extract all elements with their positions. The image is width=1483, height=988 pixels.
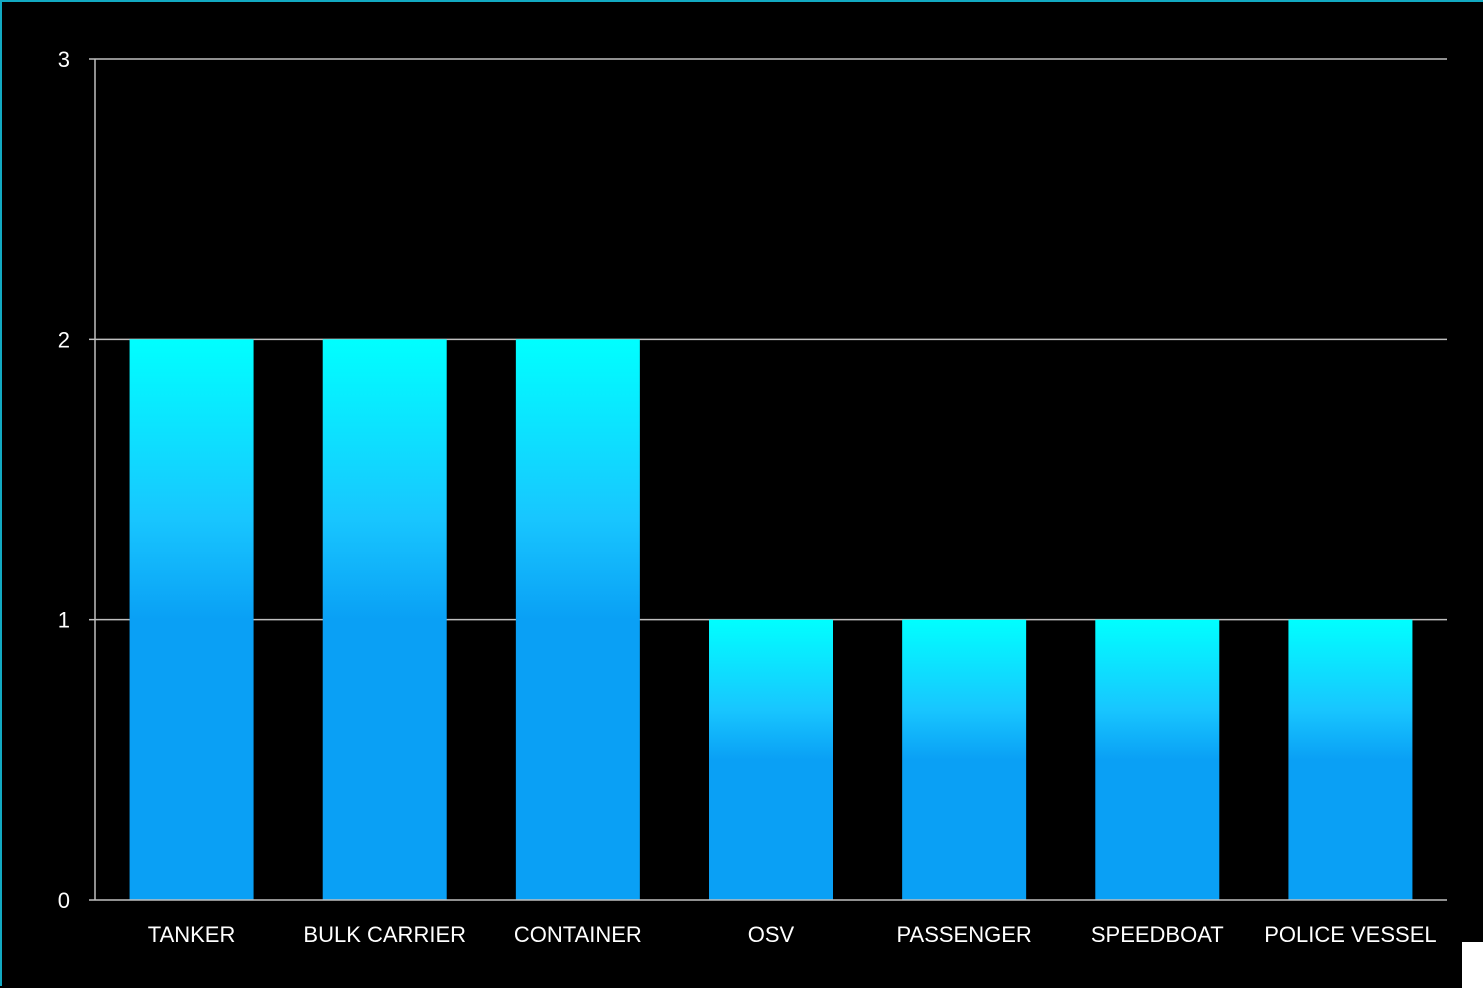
x-tick-label: BULK CARRIER <box>303 922 466 947</box>
corner-patch <box>1462 942 1483 988</box>
x-tick-label: PASSENGER <box>896 922 1031 947</box>
x-tick-labels: TANKER BULK CARRIER CONTAINER OSV PASSENGER S… <box>148 922 1437 947</box>
x-tick-label: POLICE VESSEL <box>1264 922 1436 947</box>
x-tick-label: SPEEDBOAT <box>1091 922 1224 947</box>
y-tick-label: 1 <box>58 608 70 633</box>
y-tick-label: 2 <box>58 327 70 352</box>
x-tick-label: CONTAINER <box>514 922 642 947</box>
x-tick-label: TANKER <box>148 922 236 947</box>
bar-police-vessel <box>1288 619 1413 900</box>
bar-bulk-carrier <box>322 339 447 900</box>
bar-tanker <box>129 339 254 900</box>
y-tick-labels: 0 1 2 3 <box>58 47 70 913</box>
bar-speedboat <box>1095 619 1220 900</box>
bars <box>129 339 1413 900</box>
bar-container <box>515 339 640 900</box>
axes <box>89 58 1447 901</box>
x-tick-label: OSV <box>748 922 795 947</box>
bar-osv <box>709 619 833 900</box>
bar-passenger <box>902 619 1027 900</box>
y-tick-label: 3 <box>58 47 70 72</box>
y-tick-label: 0 <box>58 888 70 913</box>
gridlines <box>95 58 1447 621</box>
